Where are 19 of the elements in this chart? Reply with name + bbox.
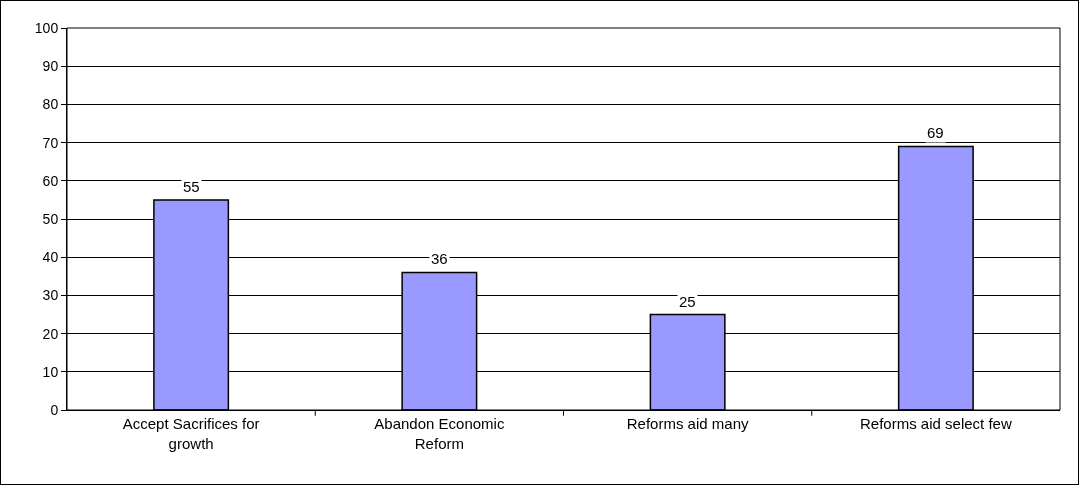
y-tick-label: 100 — [34, 19, 59, 36]
y-tick-label: 30 — [42, 287, 59, 304]
y-tick-label: 40 — [42, 249, 59, 266]
y-tick-label: 0 — [50, 401, 59, 418]
y-tick-label: 60 — [42, 172, 59, 189]
x-tick-label: Accept Sacrifices for growth — [122, 415, 260, 452]
data-label: 25 — [679, 293, 696, 310]
x-tick-label: Abandon Economic Reform — [374, 415, 505, 452]
x-tick-label: Reforms aid many — [626, 415, 749, 432]
y-tick-label: 90 — [42, 58, 59, 75]
y-tick-label: 10 — [42, 363, 59, 380]
y-tick-label: 80 — [42, 96, 59, 113]
x-tick-label: Reforms aid select few — [860, 415, 1012, 432]
y-tick-label: 70 — [42, 134, 59, 151]
y-tick-label: 50 — [42, 210, 59, 227]
data-label: 69 — [927, 124, 944, 141]
data-label: 55 — [183, 178, 200, 195]
y-tick-label: 20 — [42, 325, 59, 342]
data-label: 36 — [431, 250, 448, 267]
